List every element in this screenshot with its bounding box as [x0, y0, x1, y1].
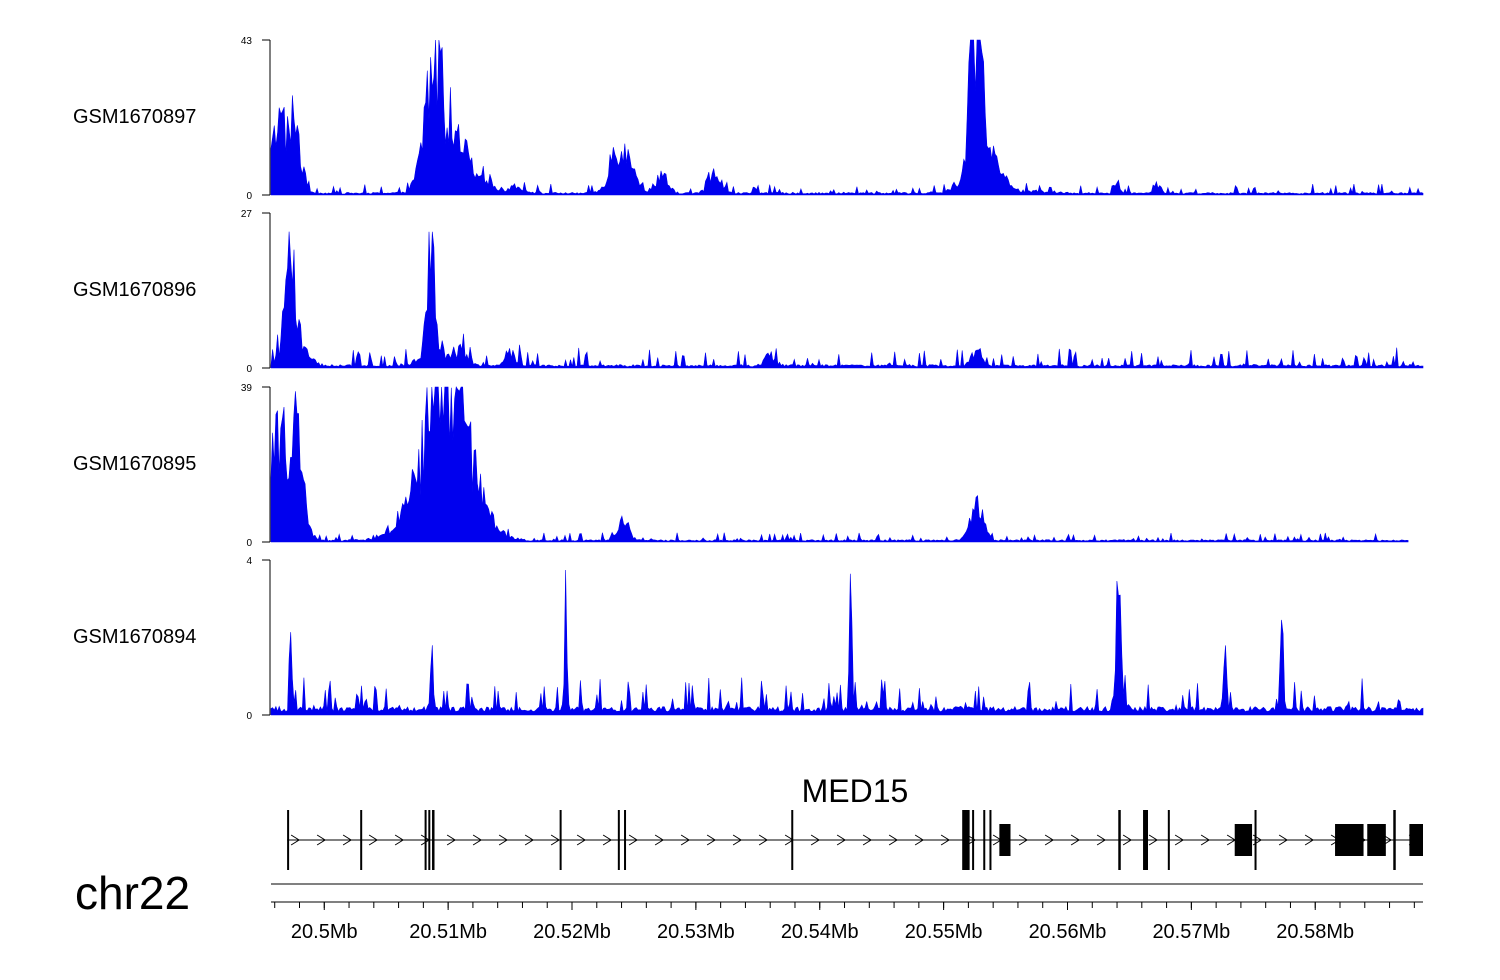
strand-arrow: [836, 834, 847, 846]
gene-exon: [617, 810, 620, 870]
strand-arrow: [1018, 834, 1029, 846]
gene-exon: [424, 810, 427, 870]
strand-arrow: [446, 834, 457, 846]
strand-arrow: [1044, 834, 1055, 846]
chromosome-label: chr22: [75, 867, 190, 919]
track-gsm1670897: GSM1670897 43 0: [73, 36, 1424, 202]
gene-exon: [999, 824, 1011, 856]
gene-exon: [1409, 824, 1423, 856]
y-tick-label-min: 0: [246, 364, 252, 375]
track-gsm1670895: GSM1670895 39 0: [73, 383, 1409, 549]
strand-arrow: [888, 834, 899, 846]
strand-arrow: [810, 834, 821, 846]
strand-arrow: [966, 834, 977, 846]
strand-arrow: [394, 834, 405, 846]
gene-exon: [559, 810, 562, 870]
y-tick-label-max: 27: [241, 209, 253, 220]
strand-arrow: [342, 834, 353, 846]
strand-arrow: [914, 834, 925, 846]
gene-exon: [791, 810, 794, 870]
strand-arrow: [550, 834, 561, 846]
strand-arrow: [628, 834, 639, 846]
strand-arrow: [1304, 834, 1315, 846]
coverage-area: [270, 39, 1424, 196]
strand-arrow: [862, 834, 873, 846]
gene-exon: [428, 810, 431, 870]
gene-exon: [1367, 824, 1386, 856]
strand-arrow: [1148, 834, 1159, 846]
track-label: GSM1670896: [73, 279, 196, 301]
x-tick-label: 20.52Mb: [533, 921, 611, 943]
strand-arrow: [680, 834, 691, 846]
x-tick-label: 20.5Mb: [291, 921, 358, 943]
gene-exon: [624, 810, 627, 870]
x-tick-label: 20.51Mb: [409, 921, 487, 943]
y-tick-label-min: 0: [246, 538, 252, 549]
strand-arrow: [1122, 834, 1133, 846]
gene-exon: [1118, 810, 1121, 870]
strand-arrow: [940, 834, 951, 846]
coverage-tracks: GSM1670897430GSM1670896270GSM1670895390G…: [73, 36, 1424, 722]
strand-arrow: [1174, 834, 1185, 846]
track-gsm1670894: GSM1670894 4 0: [73, 556, 1424, 722]
genomic-axis: chr22 20.5Mb 20.51Mb 20.52Mb 20.53Mb 20.54Mb…: [75, 867, 1423, 943]
gene-exon: [1393, 810, 1396, 870]
strand-arrow: [472, 834, 483, 846]
gene-exon: [287, 810, 290, 870]
gene-exon: [1335, 824, 1364, 856]
strand-arrow: [1096, 834, 1107, 846]
track-label: GSM1670894: [73, 626, 196, 648]
x-tick-label: 20.57Mb: [1152, 921, 1230, 943]
track-label: GSM1670897: [73, 106, 196, 128]
track-gsm1670896: GSM1670896 27 0: [73, 209, 1424, 375]
coverage-area: [270, 231, 1424, 369]
gene-exon: [1143, 810, 1149, 870]
gene-exon: [432, 810, 435, 870]
gene-exon: [360, 810, 363, 870]
strand-arrow: [758, 834, 769, 846]
gene-exon: [962, 810, 970, 870]
strand-arrow: [602, 834, 613, 846]
gene-exon: [983, 810, 986, 870]
strand-arrow: [1200, 834, 1211, 846]
gene-exon: [972, 810, 975, 870]
strand-arrow: [498, 834, 509, 846]
gene-exon: [1167, 810, 1170, 870]
gene-exon: [1234, 824, 1253, 856]
y-tick-label-max: 4: [246, 556, 252, 567]
strand-arrow: [368, 834, 379, 846]
track-label: GSM1670895: [73, 453, 196, 475]
coverage-area: [270, 386, 1409, 543]
strand-arrow: [706, 834, 717, 846]
x-tick-label: 20.54Mb: [781, 921, 859, 943]
y-tick-label-max: 43: [241, 36, 253, 47]
gene-exon: [989, 810, 992, 870]
x-tick-label: 20.53Mb: [657, 921, 735, 943]
x-tick-label: 20.56Mb: [1029, 921, 1107, 943]
strand-arrow: [290, 834, 301, 846]
gene-label-med15: MED15: [802, 773, 909, 809]
strand-arrow: [654, 834, 665, 846]
gene-model-med15: [287, 810, 1423, 870]
y-tick-label-min: 0: [246, 711, 252, 722]
x-tick-label: 20.55Mb: [905, 921, 983, 943]
gene-track: MED15: [287, 773, 1423, 870]
y-tick-label-max: 39: [241, 383, 253, 394]
strand-arrow: [316, 834, 327, 846]
strand-arrow: [732, 834, 743, 846]
strand-arrow: [1278, 834, 1289, 846]
x-tick-label: 20.58Mb: [1276, 921, 1354, 943]
strand-arrow: [1070, 834, 1081, 846]
gene-exon: [1254, 810, 1257, 870]
strand-arrow: [524, 834, 535, 846]
coverage-area: [270, 569, 1424, 716]
y-tick-label-min: 0: [246, 191, 252, 202]
strand-arrow: [576, 834, 587, 846]
